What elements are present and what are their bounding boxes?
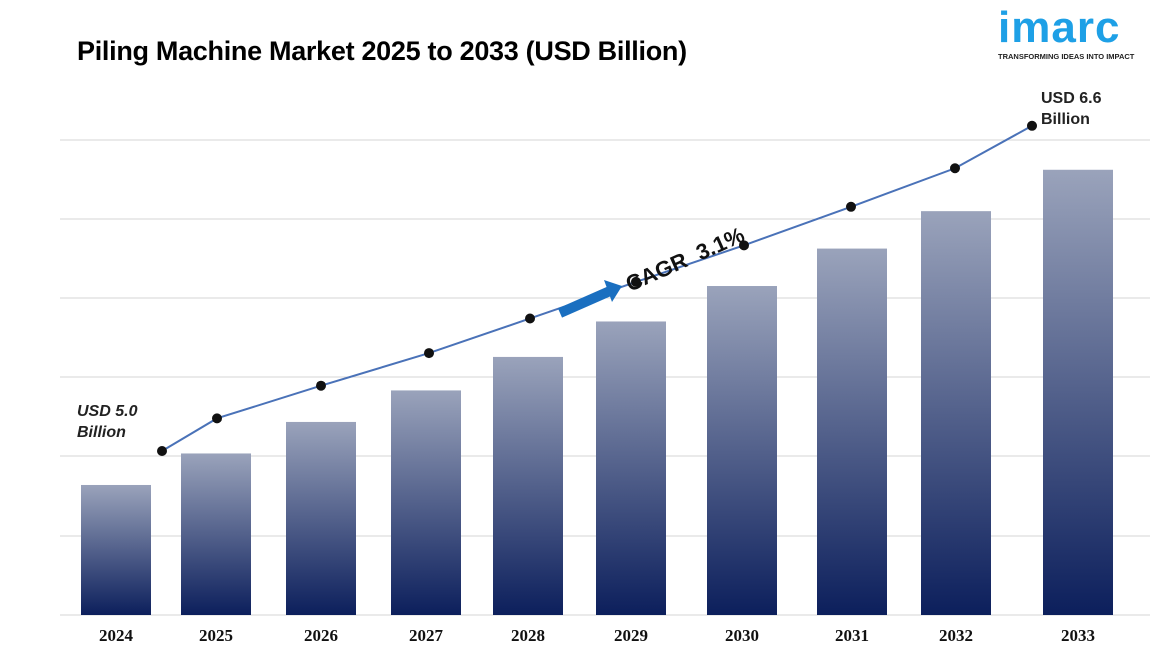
x-tick-label: 2024 xyxy=(99,626,134,645)
x-tick-label: 2026 xyxy=(304,626,338,645)
trend-point-2029 xyxy=(631,276,641,287)
bar-2025 xyxy=(181,453,251,615)
start-value-line1: USD 5.0 xyxy=(77,403,138,420)
trend-point-2025 xyxy=(212,413,222,424)
bar-2026 xyxy=(286,421,356,615)
x-tick-label: 2031 xyxy=(835,626,869,645)
end-value-line1: USD 6.6 xyxy=(1041,90,1102,107)
x-tick-label: 2027 xyxy=(409,626,444,645)
trend-point-2030 xyxy=(739,240,749,251)
end-value-line2: Billion xyxy=(1041,111,1090,128)
x-tick-label: 2028 xyxy=(511,626,545,645)
trend-point-2032 xyxy=(950,163,960,174)
trend-point-2031 xyxy=(846,201,856,212)
start-value-annotation: USD 5.0 Billion xyxy=(77,401,137,443)
bar-2032 xyxy=(921,211,991,615)
bar-2029 xyxy=(596,321,666,615)
logo-wordmark: imarc xyxy=(998,3,1121,52)
bar-2024 xyxy=(81,484,151,615)
trend-point-2024 xyxy=(157,445,167,456)
bar-2031 xyxy=(817,248,887,615)
trend-point-2033 xyxy=(1027,120,1037,131)
start-value-line2: Billion xyxy=(77,424,126,441)
bar-2033 xyxy=(1043,169,1113,615)
imarc-logo: imarc TRANSFORMING IDEAS INTO IMPACT xyxy=(998,3,1143,62)
x-tick-label: 2029 xyxy=(614,626,648,645)
bar-2028 xyxy=(493,356,563,615)
x-tick-label: 2033 xyxy=(1061,626,1095,645)
cagr-arrow xyxy=(557,280,622,318)
logo-tagline: TRANSFORMING IDEAS INTO IMPACT xyxy=(998,52,1135,61)
trend-point-2026 xyxy=(316,380,326,391)
bar-2027 xyxy=(391,390,461,615)
cagr-label: CAGR 3.1% xyxy=(622,222,748,297)
trend-point-2028 xyxy=(525,313,535,324)
x-tick-label: 2025 xyxy=(199,626,233,645)
trend-point-2027 xyxy=(424,348,434,359)
chart-title: Piling Machine Market 2025 to 2033 (USD … xyxy=(77,36,687,66)
bar-2030 xyxy=(707,286,777,615)
end-value-annotation: USD 6.6 Billion xyxy=(1041,88,1101,130)
x-tick-label: 2030 xyxy=(725,626,759,645)
x-tick-label: 2032 xyxy=(939,626,973,645)
